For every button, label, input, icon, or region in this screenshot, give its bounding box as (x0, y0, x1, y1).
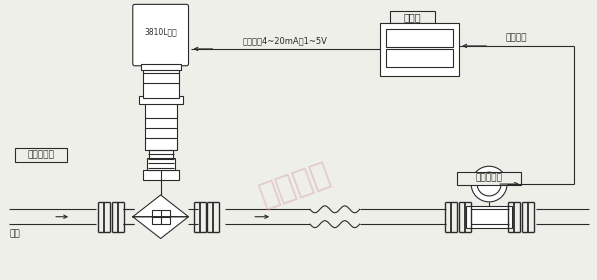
Circle shape (413, 56, 423, 66)
Text: 3810L系列: 3810L系列 (144, 28, 177, 37)
FancyBboxPatch shape (133, 4, 189, 66)
Bar (143, 61, 179, 98)
Bar (390, 11, 435, 23)
Polygon shape (133, 195, 189, 217)
Polygon shape (133, 217, 189, 239)
Bar (386, 29, 453, 47)
Bar (466, 206, 512, 228)
Text: 输入信号4~20mA或1~5V: 输入信号4~20mA或1~5V (242, 36, 328, 45)
Circle shape (471, 166, 507, 202)
Text: 电动调节阀: 电动调节阀 (28, 150, 55, 159)
Bar (144, 101, 177, 150)
Bar (457, 172, 521, 185)
Bar (152, 210, 170, 224)
Text: 调节仪: 调节仪 (404, 12, 421, 22)
Text: 介质: 介质 (10, 230, 20, 239)
Bar (380, 23, 459, 76)
Circle shape (401, 56, 411, 66)
Bar (141, 64, 180, 70)
Text: 电磁流量计: 电磁流量计 (476, 173, 503, 182)
Bar (139, 96, 183, 104)
Bar (147, 158, 174, 170)
Circle shape (424, 56, 435, 66)
Circle shape (477, 172, 501, 196)
Bar (149, 148, 173, 158)
Bar (386, 49, 453, 67)
Text: 川沪阀门: 川沪阀门 (256, 158, 334, 211)
Text: 反馈信号: 反馈信号 (506, 34, 527, 43)
Bar (143, 170, 179, 179)
Circle shape (389, 56, 399, 66)
Bar (16, 148, 67, 162)
